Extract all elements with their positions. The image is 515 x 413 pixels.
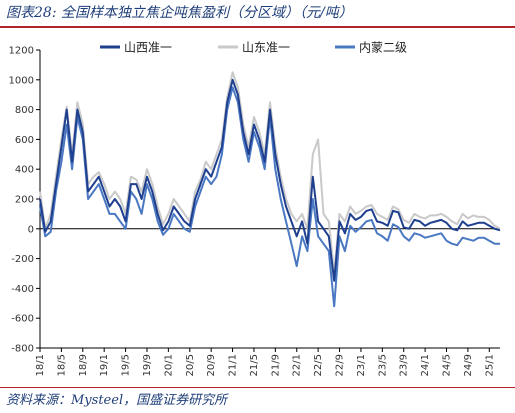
x-tick-label: 23/9 [399,354,410,376]
series-lines [39,71,501,308]
x-tick-label: 20/9 [206,354,217,376]
x-tick-label: 21/5 [249,354,260,376]
y-tick-label: -200 [11,254,34,265]
source-divider [0,387,515,388]
legend-label: 山东准一 [242,41,290,55]
y-tick-label: -600 [11,314,34,325]
legend: 山西准一 山东准一 内蒙二级 [100,41,407,55]
chart-title: 图表28: 全国样本独立焦企吨焦盈利（分区域）（元/吨） [6,5,353,21]
y-tick-label: -800 [11,344,34,355]
x-tick-label: 22/1 [292,354,303,376]
axes: -800 -600 -400 -200 0 200 400 600 800 1000 1200 18/… [9,46,500,376]
line-chart: -800 -600 -400 -200 0 200 400 600 800 1000 1200 18/… [9,41,501,376]
x-tick-label: 19/1 [99,354,110,376]
x-tick-label: 21/9 [270,354,281,376]
x-tick-label: 24/9 [463,354,474,376]
y-tick-label: 1200 [9,46,34,57]
x-tick-label: 24/1 [420,354,431,376]
title-divider [0,26,515,28]
x-tick-label: 20/5 [185,354,196,376]
y-tick-label: 800 [15,105,34,116]
x-tick-label: 24/5 [442,354,453,376]
x-tick-label: 18/1 [35,354,46,376]
y-tick-label: 0 [28,224,34,235]
series-line-1 [39,78,501,282]
x-tick-label: 19/9 [142,354,153,376]
x-tick-label: 20/1 [163,354,174,376]
x-tick-label: 22/5 [313,354,324,376]
y-tick-label: 1000 [9,75,34,86]
x-tick-label: 19/5 [121,354,132,376]
y-tick-label: 600 [15,135,34,146]
x-tick-label: 23/5 [377,354,388,376]
y-tick-label: -400 [11,284,34,295]
legend-label: 内蒙二级 [359,41,407,55]
x-tick-label: 21/1 [228,354,239,376]
x-tick-label: 18/9 [78,354,89,376]
source-note: 资料来源：Mysteel，国盛证券研究所 [6,393,228,408]
x-tick-label: 23/1 [356,354,367,376]
x-tick-label: 22/9 [335,354,346,376]
x-tick-label: 18/5 [56,354,67,376]
y-tick-label: 200 [15,195,34,206]
legend-label: 山西准一 [124,41,172,55]
series-line-2 [39,71,501,275]
x-tick-label: 25/1 [484,354,495,376]
y-tick-label: 400 [15,165,34,176]
